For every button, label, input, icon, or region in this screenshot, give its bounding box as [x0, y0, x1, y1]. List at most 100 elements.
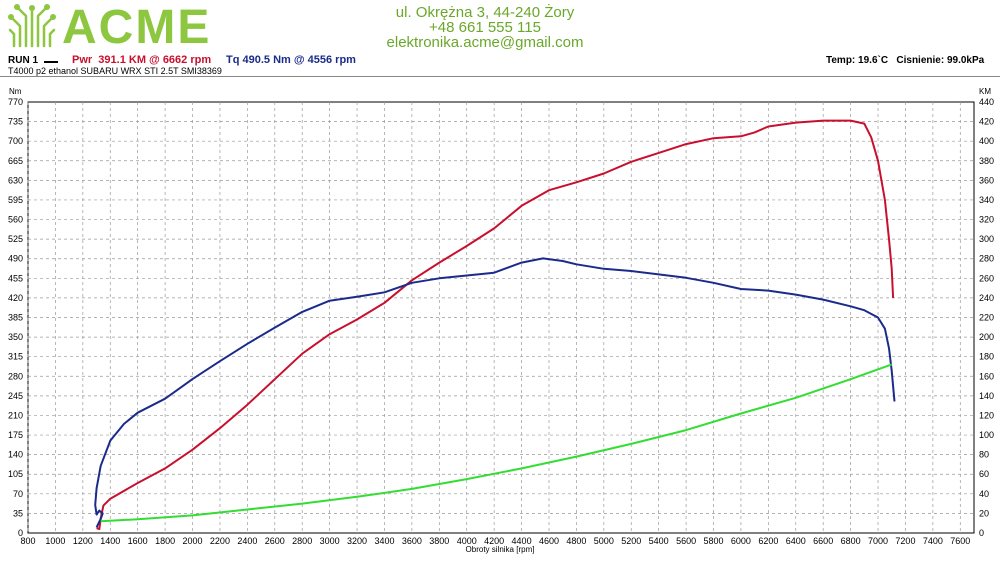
right-tick-label: 380	[979, 156, 994, 166]
left-tick-label: 140	[8, 450, 23, 460]
x-tick-label: 1200	[73, 536, 93, 546]
x-tick-label: 4200	[484, 536, 504, 546]
x-tick-label: 1800	[155, 536, 175, 546]
right-tick-label: 180	[979, 352, 994, 362]
left-tick-label: 315	[8, 352, 23, 362]
header-divider	[0, 76, 1000, 77]
email-text: elektronika.acme@gmail.com	[386, 34, 584, 51]
x-tick-label: 2600	[265, 536, 285, 546]
right-tick-label: 260	[979, 273, 994, 283]
x-tick-label: 5800	[703, 536, 723, 546]
x-tick-label: 5200	[621, 536, 641, 546]
right-tick-label: 420	[979, 117, 994, 127]
right-tick-label: 120	[979, 410, 994, 420]
right-tick-label: 240	[979, 293, 994, 303]
right-tick-label: 200	[979, 332, 994, 342]
x-tick-label: 4000	[457, 536, 477, 546]
left-tick-label: 35	[13, 508, 23, 518]
left-tick-label: 455	[8, 273, 23, 283]
right-tick-label: 80	[979, 450, 989, 460]
right-tick-label: 140	[979, 391, 994, 401]
x-tick-label: 1400	[100, 536, 120, 546]
x-tick-label: 5400	[649, 536, 669, 546]
left-axis-ticks: 0 35 70 105 140 175 210 245 280 315 350 385 420 455 49…	[8, 97, 23, 538]
right-tick-label: 40	[979, 489, 989, 499]
right-tick-label: 280	[979, 254, 994, 264]
right-tick-label: 400	[979, 136, 994, 146]
left-tick-label: 525	[8, 234, 23, 244]
run-label: RUN 1	[8, 55, 39, 66]
x-tick-label: 2400	[237, 536, 257, 546]
right-tick-label: 100	[979, 430, 994, 440]
x-tick-label: 2000	[183, 536, 203, 546]
chart-grid	[27, 102, 974, 533]
torque-peak-label: Tq 490.5 Nm @ 4556 rpm	[226, 54, 356, 66]
x-tick-label: 7000	[868, 536, 888, 546]
x-tick-label: 7200	[895, 536, 915, 546]
right-tick-label: 440	[979, 97, 994, 107]
x-tick-label: 7400	[923, 536, 943, 546]
x-tick-label: 4400	[512, 536, 532, 546]
x-tick-label: 3800	[429, 536, 449, 546]
logo-text: ACME	[62, 1, 212, 54]
right-tick-label: 160	[979, 371, 994, 381]
left-tick-label: 490	[8, 254, 23, 264]
logo-icon	[8, 4, 56, 48]
left-tick-label: 630	[8, 175, 23, 185]
x-tick-label: 6200	[758, 536, 778, 546]
x-tick-label: 6000	[731, 536, 751, 546]
x-tick-label: 800	[20, 536, 35, 546]
right-tick-label: 300	[979, 234, 994, 244]
left-tick-label: 665	[8, 156, 23, 166]
left-tick-label: 385	[8, 313, 23, 323]
left-tick-label: 280	[8, 371, 23, 381]
left-tick-label: 210	[8, 410, 23, 420]
x-tick-label: 3600	[402, 536, 422, 546]
x-tick-label: 5600	[676, 536, 696, 546]
run-line-swatch	[44, 61, 58, 63]
left-tick-label: 700	[8, 136, 23, 146]
series-loss-line	[100, 363, 893, 523]
right-tick-label: 340	[979, 195, 994, 205]
phone-text: +48 661 555 115	[429, 19, 541, 36]
x-tick-label: 4800	[566, 536, 586, 546]
vehicle-description: T4000 p2 ethanol SUBARU WRX STI 2.5T SMI…	[8, 66, 222, 76]
x-tick-label: 6400	[786, 536, 806, 546]
right-axis-unit: KM	[979, 87, 991, 96]
x-tick-label: 3400	[374, 536, 394, 546]
right-tick-label: 320	[979, 215, 994, 225]
left-tick-label: 420	[8, 293, 23, 303]
series-tq-line	[94, 257, 896, 528]
x-tick-label: 6800	[841, 536, 861, 546]
right-tick-label: 360	[979, 175, 994, 185]
left-tick-label: 0	[18, 528, 23, 538]
x-tick-label: 4600	[539, 536, 559, 546]
left-tick-label: 175	[8, 430, 23, 440]
x-tick-label: 5000	[594, 536, 614, 546]
power-peak-label: Pwr 391.1 KM @ 6662 rpm	[72, 54, 212, 66]
x-tick-label: 2800	[292, 536, 312, 546]
left-tick-label: 560	[8, 215, 23, 225]
x-tick-label: 6600	[813, 536, 833, 546]
chart-series	[94, 119, 896, 531]
right-tick-label: 220	[979, 313, 994, 323]
dyno-chart: 0 35 70 105 140 175 210 245 280 315 350 385 420 455 49…	[8, 87, 994, 554]
x-tick-label: 3000	[320, 536, 340, 546]
x-axis-label: Obroty silnika [rpm]	[466, 545, 535, 554]
left-tick-label: 595	[8, 195, 23, 205]
address-text: ul. Okrężna 3, 44-240 Żory	[395, 4, 575, 21]
ambient-conditions: Temp: 19.6`C Cisnienie: 99.0kPa	[826, 55, 985, 66]
x-tick-label: 7600	[950, 536, 970, 546]
right-axis-ticks: 0 20 40 60 80 100 120 140 160 180 200 220 240 260 280 3…	[979, 97, 994, 538]
left-tick-label: 105	[8, 469, 23, 479]
right-tick-label: 20	[979, 508, 989, 518]
x-tick-label: 1600	[128, 536, 148, 546]
series-pwr-line	[96, 119, 895, 531]
right-tick-label: 0	[979, 528, 984, 538]
x-tick-label: 3200	[347, 536, 367, 546]
x-tick-label: 1000	[45, 536, 65, 546]
left-tick-label: 70	[13, 489, 23, 499]
x-tick-label: 2200	[210, 536, 230, 546]
left-tick-label: 735	[8, 117, 23, 127]
x-axis-ticks: 800 1000 1200 1400 1600 1800 2000 2200 2400 2600 2…	[20, 536, 970, 546]
